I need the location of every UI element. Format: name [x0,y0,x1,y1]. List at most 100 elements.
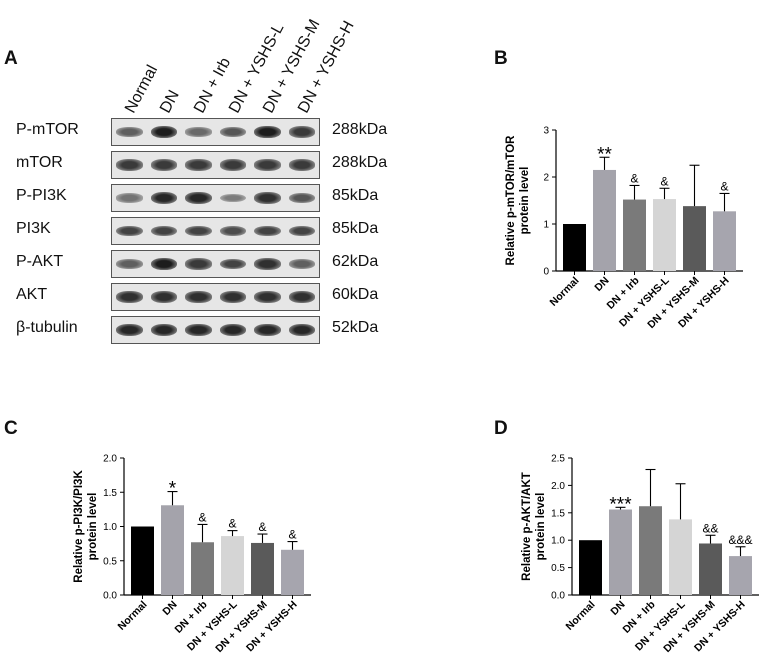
significance-label: ** [597,144,612,165]
bar [653,199,676,271]
blot-band [219,258,246,270]
blot-band [288,291,315,303]
panel-b-letter: B [494,48,508,69]
blot-row-name: β-tubulin [16,319,78,336]
bar [639,506,662,595]
blot-band [254,125,281,139]
blot-band [288,192,315,204]
y-axis-label: Relative p-PI3K/PI3K protein level [73,470,99,583]
blot-band [288,259,315,269]
y-axis-label: Relative p-mTOR/mTOR protein level [505,135,531,266]
significance-label: & [228,517,236,531]
blot-band [116,291,143,303]
blot-band [150,257,177,271]
blot-strip [111,151,320,179]
bar [251,542,274,595]
y-tick-label: 2 [543,173,549,184]
x-tick-label: Normal [116,599,150,633]
bar [609,509,632,595]
blot-band [185,159,212,171]
blot-row-name: AKT [16,286,48,303]
blot-row-name: P-PI3K [16,187,67,204]
y-tick-label: 1.0 [551,536,565,547]
blot-band [288,159,315,171]
blot-band [116,193,143,203]
blot-row-kda: 288kDa [332,154,388,171]
blot-band [219,225,246,237]
significance-label: &&& [728,533,752,547]
bar-chart-p-akt: Relative p-AKT/AKT protein level 0.0 0.5 1.0… [521,454,759,655]
y-axis-label-line: protein level [87,493,99,561]
bar [281,549,304,595]
blot-band [254,159,281,171]
blot-band [185,291,212,303]
blot-band [185,324,212,336]
blot-band [185,258,212,270]
x-tick-label: Normal [548,275,582,309]
blot-band [185,225,212,237]
y-axis-label-line: Relative p-PI3K/PI3K [73,470,85,583]
blot-band [219,126,246,138]
significance-label: & [288,528,296,542]
lane-label: DN [156,87,183,116]
y-axis-label: Relative p-AKT/AKT protein level [521,472,547,581]
y-tick-label: 2.0 [551,481,565,492]
blot-band [185,192,212,204]
blot-row-name: PI3K [16,220,51,237]
panel-c-letter: C [4,418,18,439]
bar [623,199,646,271]
panel-d-letter: D [494,418,508,439]
blot-band [150,225,177,237]
blot-band [150,291,177,303]
blot-row-kda: 288kDa [332,121,388,138]
blot-band [254,291,281,303]
significance-label: & [258,520,266,534]
bar-chart-p-mtor: Relative p-mTOR/mTOR protein level 0 1 2 3 Nor… [505,126,743,331]
blot-band [288,126,315,138]
blot-strip [111,250,320,278]
y-tick-label: 0.0 [103,591,117,602]
x-tick-label: DN [592,275,611,294]
y-tick-label: 1 [543,220,549,231]
x-tick-label: Normal [564,599,598,633]
y-tick-label: 2.0 [103,454,117,465]
blot-band [254,258,281,270]
blot-strip [111,283,320,311]
blot-band [185,127,212,137]
blot-row-kda: 85kDa [332,187,379,204]
panel-a-letter: A [4,48,18,69]
blot-row-name: mTOR [16,154,63,171]
y-axis-label-line: protein level [535,493,547,561]
y-tick-label: 0 [543,267,549,278]
blot-band [254,225,281,237]
y-tick-label: 1.0 [103,522,117,533]
blot-band [150,324,177,336]
y-tick-label: 0.5 [551,563,565,574]
bar [161,505,184,595]
blot-band [254,192,281,204]
blot-row-name: P-AKT [16,253,64,270]
significance-label: & [660,174,668,188]
blot-band [219,159,246,171]
y-axis-label-line: Relative p-AKT/AKT [521,472,533,581]
blot-band [254,324,281,336]
x-tick-label: DN [608,599,627,618]
bar [593,169,616,271]
blot-band [150,192,177,204]
significance-label: & [630,171,638,185]
y-tick-label: 0.0 [551,591,565,602]
significance-label: & [720,179,728,193]
bar [683,206,706,271]
blot-band [116,159,143,171]
blot-strip [111,316,320,344]
blot-band [116,127,143,137]
bar [579,540,602,595]
bar [713,211,736,271]
significance-label: & [198,510,206,524]
y-tick-label: 0.5 [103,556,117,567]
blot-row-kda: 52kDa [332,319,379,336]
blot-band [219,193,246,203]
bar [699,543,722,595]
lane-label: Normal [122,62,162,116]
blot-row-kda: 60kDa [332,286,379,303]
